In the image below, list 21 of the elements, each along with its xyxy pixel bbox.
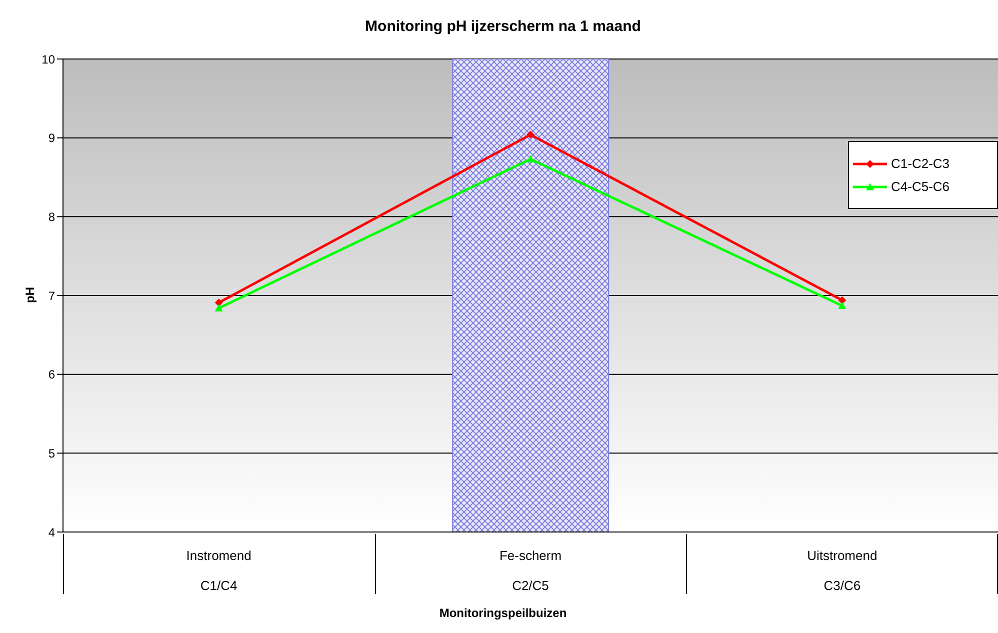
x-tick-label: Uitstromend C3/C6 bbox=[807, 548, 878, 593]
y-tick-label: 10 bbox=[42, 52, 56, 66]
y-axis-title: pH bbox=[23, 287, 37, 303]
point bbox=[838, 302, 846, 309]
y-tick-label: 8 bbox=[48, 210, 56, 224]
point bbox=[838, 296, 846, 304]
point bbox=[214, 304, 223, 312]
legend-label: C4-C5-C6 bbox=[891, 179, 950, 194]
y-tick-label: 9 bbox=[48, 131, 56, 146]
point bbox=[214, 298, 223, 307]
chart-title: Monitoring pH ijzerscherm na 1 maand bbox=[364, 18, 642, 35]
x-tick-label: Fe-scherm C2/C5 bbox=[499, 548, 562, 593]
point bbox=[526, 130, 534, 139]
y-tick-label: 5 bbox=[48, 446, 56, 460]
legend-label: C1-C2-C3 bbox=[891, 156, 950, 171]
x-axis-title: Monitoringspeilbuizen bbox=[438, 606, 568, 620]
point bbox=[526, 155, 534, 162]
y-tick-label: 6 bbox=[48, 368, 56, 382]
x-tick-label: Instromend C1/C4 bbox=[186, 548, 252, 593]
y-tick-label: 7 bbox=[48, 288, 56, 303]
y-tick-label: 4 bbox=[48, 525, 56, 540]
